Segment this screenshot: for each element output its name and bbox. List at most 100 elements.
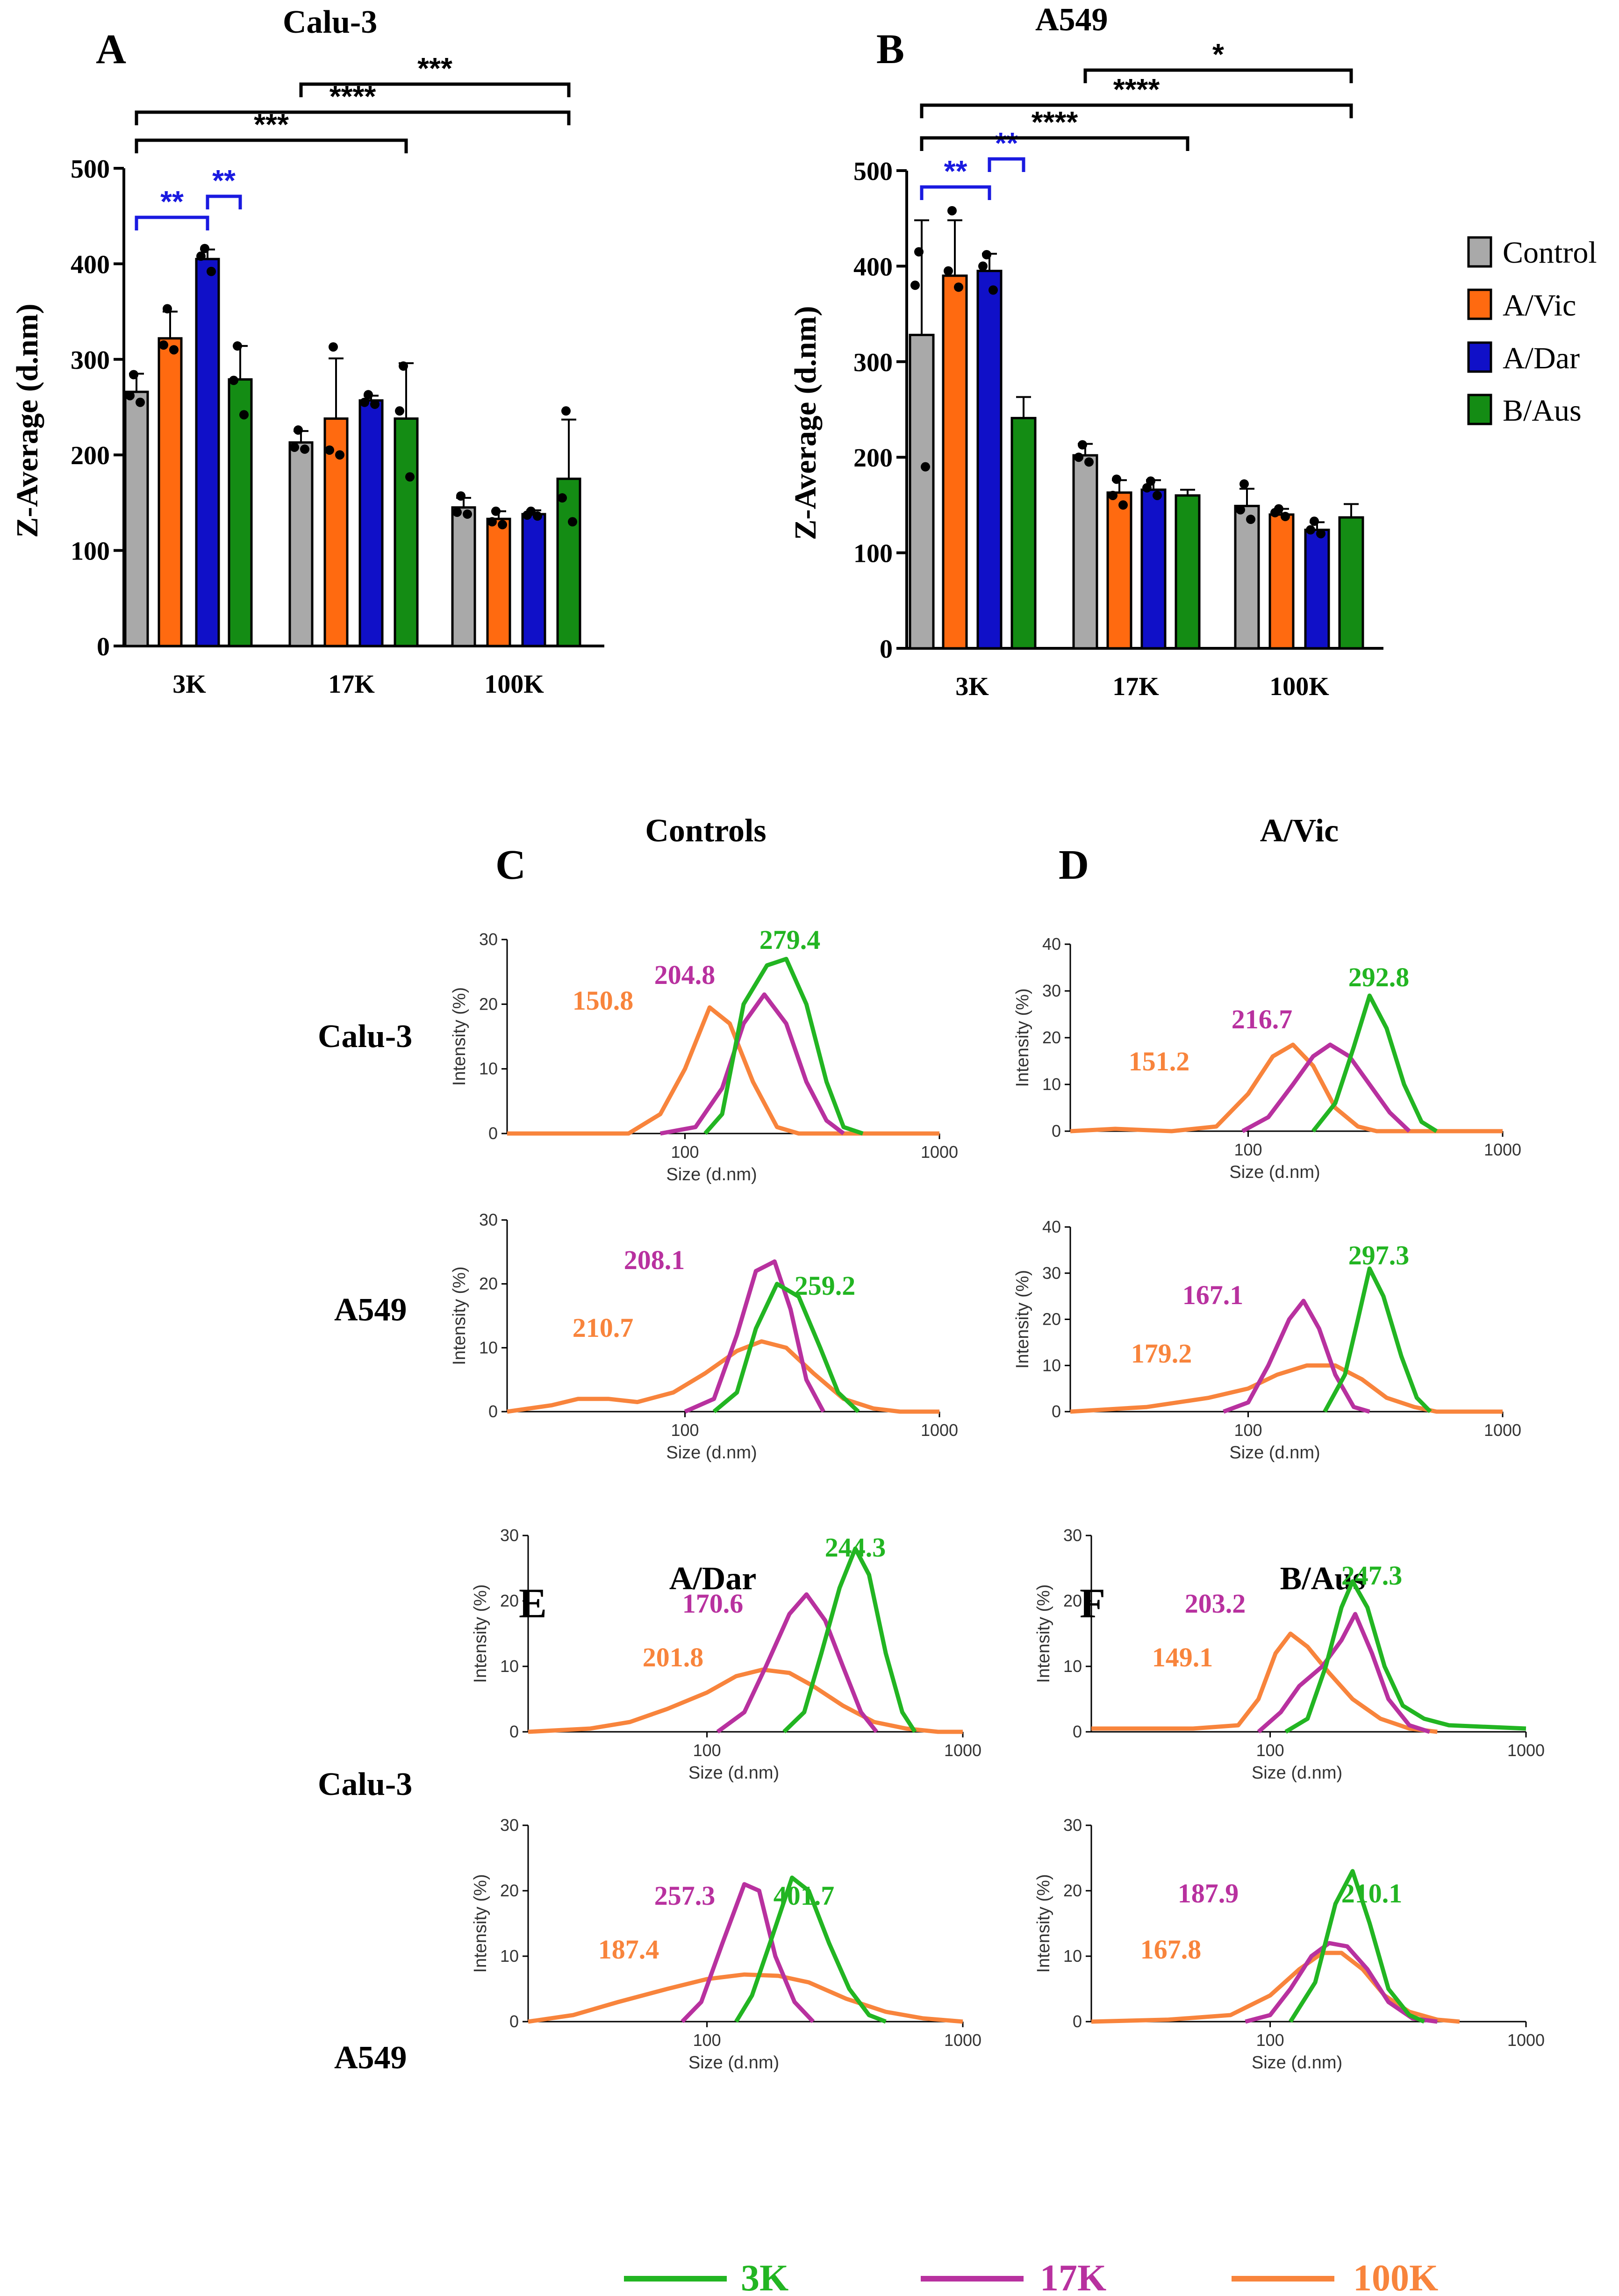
data-point bbox=[1310, 517, 1319, 526]
bar-b-aus-100k bbox=[1338, 516, 1364, 650]
dls-plot-4: 0 10 20 30 40 100 1000 Size (d.nm) Intensity (%)… bbox=[1013, 1217, 1521, 1463]
dls-peak-label-17k: 208.1 bbox=[624, 1245, 685, 1275]
dls-peak-label-3k: 297.3 bbox=[1348, 1240, 1410, 1270]
row-label-calu3-bottom: Calu-3 bbox=[318, 1766, 412, 1802]
dls-y-tick-label: 0 bbox=[1052, 1121, 1061, 1141]
row-label-calu3-top: Calu-3 bbox=[318, 1019, 412, 1055]
dls-curve-17k bbox=[681, 1882, 815, 2023]
dls-y-tick-label: 20 bbox=[1063, 1881, 1082, 1900]
dls-x-tick-label: 100 bbox=[671, 1421, 699, 1440]
legend-label-a-dar: A/Dar bbox=[1503, 341, 1580, 375]
dls-y-axis-title: Intensity (%) bbox=[1013, 1270, 1032, 1369]
dls-x-tick-label: 100 bbox=[693, 1741, 721, 1760]
bar-a-dar-17k bbox=[1140, 488, 1167, 650]
dls-y-tick-label: 10 bbox=[500, 1657, 519, 1676]
dls-y-tick-label: 10 bbox=[1063, 1946, 1082, 1966]
dls-y-tick-label: 0 bbox=[1052, 1402, 1061, 1421]
bar-a-vic-3k bbox=[942, 274, 968, 650]
data-point bbox=[533, 511, 542, 521]
dls-peak-label-3k: 210.1 bbox=[1341, 1878, 1403, 1909]
dls-peak-label-3k: 259.2 bbox=[795, 1270, 856, 1301]
panel-letter-f: F bbox=[1080, 1580, 1105, 1627]
dls-curve-100k bbox=[1091, 1631, 1438, 1734]
bar-b-aus-17k bbox=[394, 417, 419, 647]
panel-letter-c: C bbox=[495, 842, 526, 888]
data-point bbox=[491, 506, 501, 516]
y-tick-label: 400 bbox=[853, 252, 893, 281]
bar-legend: Control A/Vic A/Dar B/Aus bbox=[1467, 236, 1597, 428]
dls-x-tick-label: 100 bbox=[671, 1142, 699, 1162]
data-point bbox=[1306, 525, 1315, 535]
dls-curve-17k bbox=[1223, 1299, 1370, 1414]
dls-curve-3k bbox=[1284, 1579, 1526, 1734]
significance-label: ** bbox=[995, 126, 1018, 160]
dls-y-tick-label: 10 bbox=[1042, 1075, 1061, 1094]
dls-y-tick-label: 0 bbox=[509, 2012, 519, 2031]
dls-y-tick-label: 20 bbox=[1063, 1591, 1082, 1610]
dls-y-tick-label: 30 bbox=[479, 930, 498, 949]
data-point bbox=[125, 391, 135, 401]
dls-curve-3k bbox=[782, 1546, 917, 1734]
dls-y-tick-label: 30 bbox=[479, 1210, 498, 1229]
dls-peak-label-100k: 210.7 bbox=[573, 1313, 634, 1343]
data-point bbox=[1246, 515, 1255, 524]
dls-x-tick-label: 1000 bbox=[1507, 2031, 1545, 2050]
legend-swatch-b-aus bbox=[1467, 394, 1492, 425]
bar-a-dar-100k bbox=[1304, 529, 1330, 650]
dls-peak-label-100k: 150.8 bbox=[573, 985, 634, 1016]
dls-x-axis-title: Size (d.nm) bbox=[1252, 1763, 1342, 1783]
dls-x-axis-title: Size (d.nm) bbox=[688, 2053, 779, 2073]
dls-plot-7: 0 10 20 30 100 1000 Size (d.nm) Intensity (%) 18… bbox=[471, 1815, 981, 2073]
dls-peak-label-17k: 203.2 bbox=[1185, 1588, 1246, 1619]
y-tick-label: 300 bbox=[71, 346, 110, 375]
dls-plot-1: 0 10 20 30 100 1000 Size (d.nm) Intensity (%) 15… bbox=[450, 925, 958, 1184]
dls-x-tick-label: 100 bbox=[1256, 1741, 1284, 1760]
dls-y-tick-label: 30 bbox=[1063, 1815, 1082, 1835]
significance-bracket bbox=[988, 157, 1025, 172]
dls-peak-label-17k: 170.6 bbox=[682, 1588, 744, 1619]
panel-title-a: Calu-3 bbox=[283, 4, 377, 40]
y-tick-label: 0 bbox=[97, 632, 110, 661]
significance-label: **** bbox=[1113, 72, 1160, 106]
y-axis-title-b: Z-Average (d.nm) bbox=[788, 306, 823, 540]
dls-x-axis-title: Size (d.nm) bbox=[666, 1165, 757, 1184]
significance-bracket bbox=[1083, 68, 1353, 83]
dls-plot-3: 0 10 20 30 100 1000 Size (d.nm) Intensity (%) 21… bbox=[450, 1210, 958, 1463]
dls-y-axis-title: Intensity (%) bbox=[471, 1584, 490, 1683]
dls-y-tick-label: 10 bbox=[479, 1338, 498, 1357]
significance-bracket bbox=[135, 215, 209, 230]
dls-y-tick-label: 20 bbox=[479, 1274, 498, 1293]
row-label-a549-bottom: A549 bbox=[334, 2040, 407, 2076]
dls-y-tick-label: 0 bbox=[1073, 2012, 1082, 2031]
legend-label-b-aus: B/Aus bbox=[1503, 394, 1582, 428]
dls-plot-5: 0 10 20 30 100 1000 Size (d.nm) Intensity (%) 20… bbox=[471, 1526, 981, 1783]
y-axis-title-a: Z-Average (d.nm) bbox=[10, 304, 44, 538]
bar-control-17k bbox=[288, 441, 314, 647]
row-label-a549-top: A549 bbox=[334, 1292, 407, 1328]
significance-bracket bbox=[920, 185, 991, 200]
data-point bbox=[487, 517, 497, 527]
dls-y-tick-label: 10 bbox=[1042, 1356, 1061, 1375]
legend-label-control: Control bbox=[1503, 236, 1597, 270]
dls-y-tick-label: 40 bbox=[1042, 1217, 1061, 1236]
dls-peak-label-17k: 167.1 bbox=[1182, 1280, 1244, 1310]
data-point bbox=[1236, 505, 1245, 515]
data-point bbox=[169, 345, 179, 355]
dls-y-tick-label: 20 bbox=[1042, 1310, 1061, 1329]
data-point bbox=[200, 244, 209, 253]
dls-x-tick-label: 100 bbox=[693, 2031, 721, 2050]
data-point bbox=[233, 341, 242, 351]
dls-headers: Controls C A/Vic D A/Dar E B/Aus F Calu-… bbox=[318, 813, 1365, 2076]
panel-title-c: Controls bbox=[645, 813, 766, 849]
data-point bbox=[395, 406, 404, 416]
dls-y-tick-label: 20 bbox=[500, 1881, 519, 1900]
legend-label-a-vic: A/Vic bbox=[1503, 288, 1576, 323]
dls-curve-3k bbox=[712, 1282, 860, 1413]
dls-x-tick-label: 1000 bbox=[1484, 1421, 1521, 1440]
dls-peak-label-100k: 167.8 bbox=[1140, 1934, 1202, 1965]
x-tick-label: 100K bbox=[484, 670, 544, 699]
data-point bbox=[360, 397, 369, 407]
x-tick-label: 3K bbox=[172, 670, 206, 699]
